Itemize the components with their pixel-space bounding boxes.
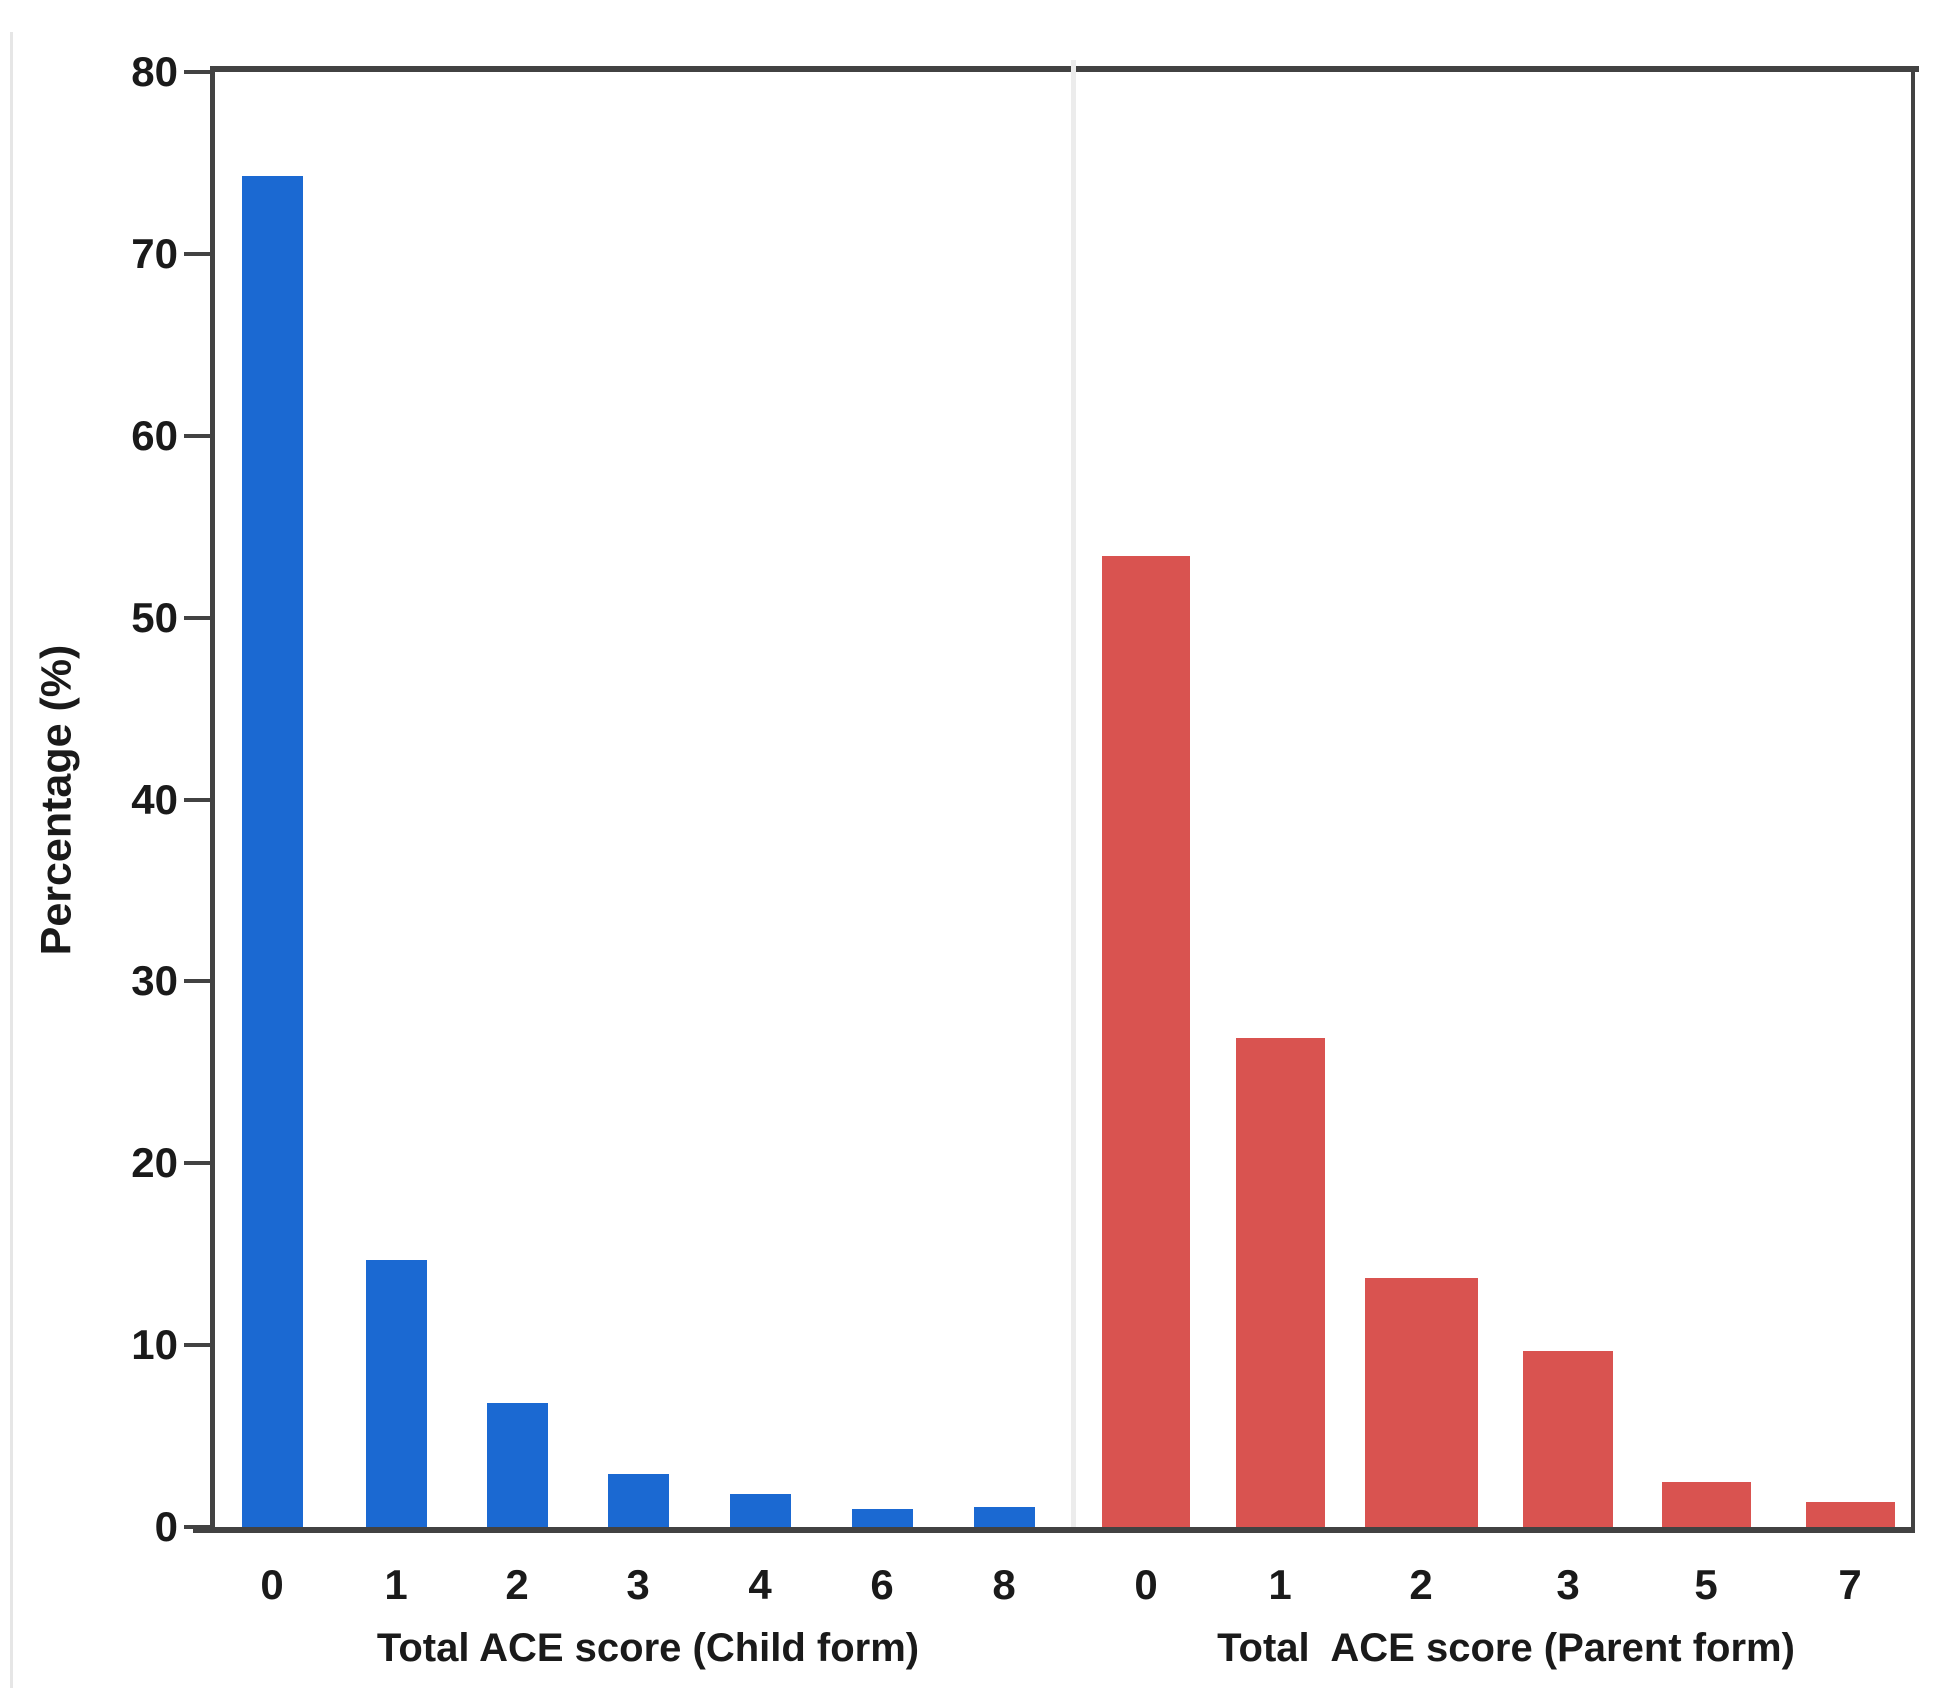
bar-child-0	[242, 176, 303, 1527]
bar-parent-2	[1365, 1278, 1478, 1527]
y-tick-label-40: 40	[131, 775, 178, 823]
x-tick-label-child-3: 3	[626, 1561, 650, 1608]
y-tick-mark-40	[184, 797, 210, 802]
bar-parent-3	[1523, 1351, 1613, 1527]
x-tick-label-child-1: 1	[384, 1561, 408, 1608]
y-tick-mark-0	[184, 1525, 210, 1529]
bar-child-4	[730, 1494, 791, 1527]
y-tick-label-60: 60	[131, 411, 178, 459]
y-tick-label-20: 20	[131, 1139, 178, 1187]
x-tick-label-parent-7: 7	[1838, 1561, 1862, 1608]
x-tick-label-child-0: 0	[260, 1561, 284, 1608]
y-tick-label-70: 70	[131, 229, 178, 277]
bar-parent-7	[1806, 1502, 1895, 1527]
bar-parent-0	[1102, 556, 1190, 1527]
bar-child-1	[366, 1260, 427, 1527]
x-tick-label-parent-1: 1	[1268, 1561, 1292, 1608]
x-tick-label-child-6: 6	[870, 1561, 894, 1608]
bar-child-6	[852, 1509, 913, 1527]
panel-divider-line	[1071, 60, 1076, 1527]
x-tick-label-child-2: 2	[505, 1561, 529, 1608]
y-tick-label-80: 80	[131, 48, 178, 95]
bar-parent-5	[1662, 1482, 1751, 1527]
plot-top-border	[210, 66, 1919, 72]
bar-parent-1	[1236, 1038, 1325, 1527]
y-tick-mark-20	[184, 1161, 210, 1166]
x-axis-title-parent: Total ACE score (Parent form)	[1217, 1626, 1795, 1670]
x-axis-line	[193, 1527, 1915, 1533]
y-tick-label-10: 10	[131, 1321, 178, 1369]
x-tick-label-parent-3: 3	[1556, 1561, 1580, 1608]
y-axis-line	[210, 66, 215, 1533]
y-tick-mark-80	[184, 70, 210, 74]
x-tick-label-parent-5: 5	[1694, 1561, 1718, 1608]
bar-child-2	[487, 1403, 548, 1527]
y-tick-mark-50	[184, 615, 210, 620]
y-tick-mark-60	[184, 433, 210, 438]
bar-child-8	[974, 1507, 1035, 1527]
plot-right-border	[1911, 66, 1915, 1533]
x-tick-label-parent-2: 2	[1409, 1561, 1433, 1608]
y-tick-mark-70	[184, 251, 210, 256]
x-tick-label-child-8: 8	[992, 1561, 1016, 1608]
y-tick-label-0: 0	[154, 1503, 178, 1550]
x-axis-title-child: Total ACE score (Child form)	[376, 1626, 920, 1670]
y-tick-mark-30	[184, 979, 210, 984]
y-tick-label-50: 50	[131, 593, 178, 641]
bar-child-3	[608, 1474, 669, 1527]
y-tick-mark-10	[184, 1343, 210, 1348]
y-tick-label-30: 30	[131, 957, 178, 1005]
x-tick-label-child-4: 4	[748, 1561, 772, 1608]
x-tick-label-parent-0: 0	[1134, 1561, 1158, 1608]
y-axis-title: Percentage (%)	[32, 644, 81, 956]
figure-left-edge-line	[10, 32, 13, 1688]
